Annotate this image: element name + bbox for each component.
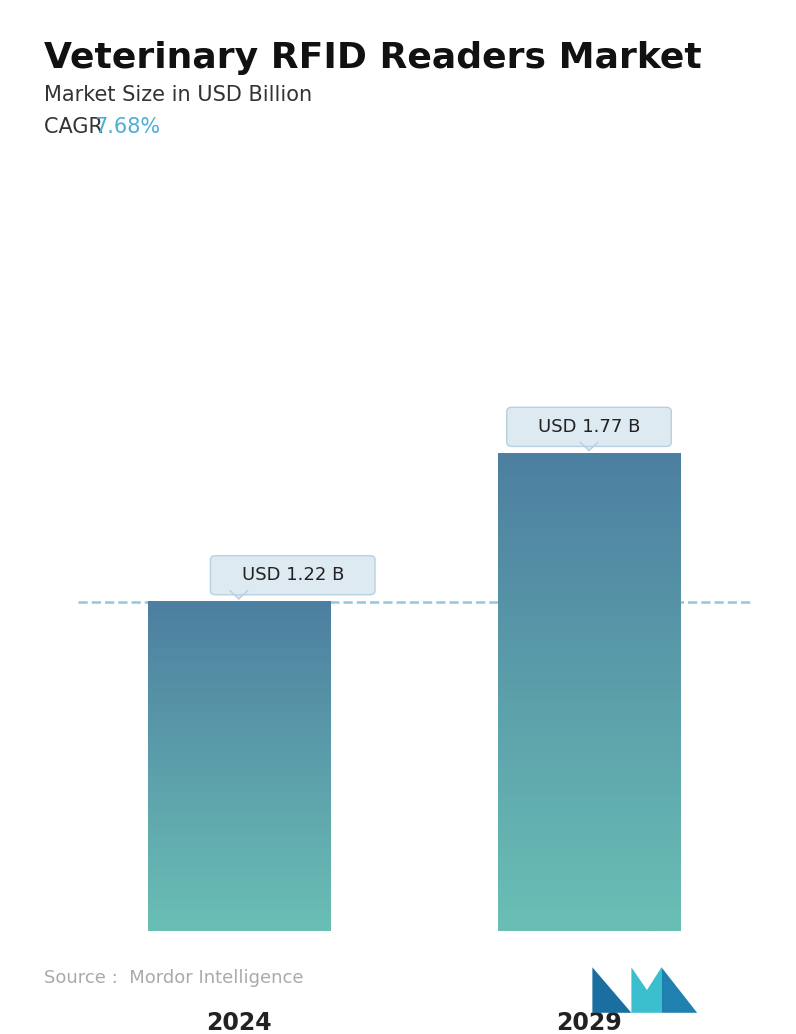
Text: Market Size in USD Billion: Market Size in USD Billion [44, 85, 312, 104]
Polygon shape [592, 968, 631, 1013]
Text: USD 1.77 B: USD 1.77 B [538, 418, 640, 436]
Text: CAGR: CAGR [44, 117, 109, 136]
Text: Source :  Mordor Intelligence: Source : Mordor Intelligence [44, 969, 303, 986]
Polygon shape [631, 968, 661, 1013]
Polygon shape [230, 590, 248, 599]
Polygon shape [661, 968, 697, 1013]
Text: Veterinary RFID Readers Market: Veterinary RFID Readers Market [44, 41, 701, 75]
FancyBboxPatch shape [507, 407, 671, 447]
Polygon shape [580, 443, 598, 451]
Text: 2029: 2029 [556, 1011, 622, 1034]
Text: 2024: 2024 [206, 1011, 271, 1034]
Text: USD 1.22 B: USD 1.22 B [241, 567, 344, 584]
Text: 7.68%: 7.68% [95, 117, 161, 136]
FancyBboxPatch shape [210, 555, 375, 595]
